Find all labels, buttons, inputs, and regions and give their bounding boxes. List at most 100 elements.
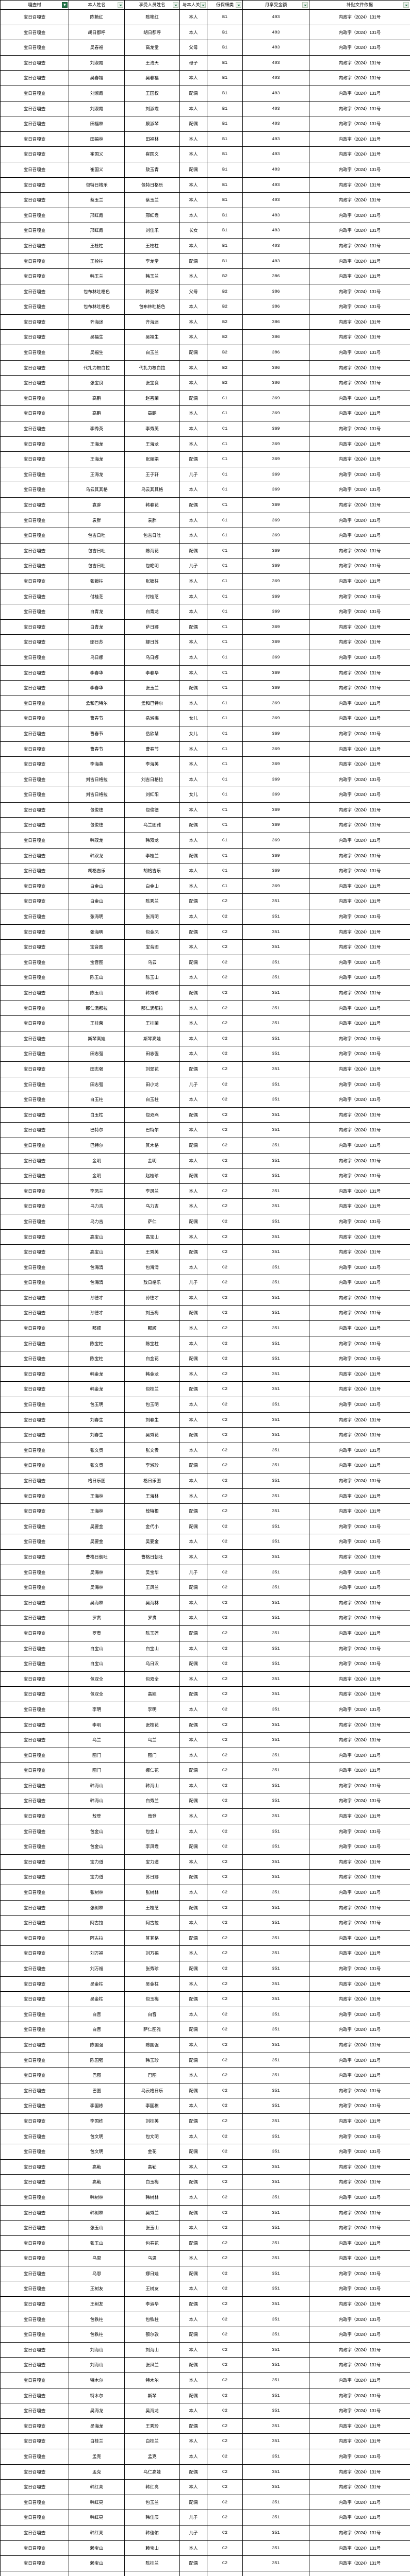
cell-category[interactable]: C2 (207, 1275, 243, 1291)
cell-person-name[interactable]: 王浩天 (124, 55, 180, 71)
cell-document[interactable]: 内政字（2024）131号 (309, 421, 410, 437)
table-row[interactable]: 宝日召嘎查 李明 张桂花 配偶 C2 351 内政字（2024）131号 (0, 1717, 410, 1733)
cell-document[interactable]: 内政字（2024）131号 (309, 1640, 410, 1657)
cell-amount[interactable]: 351 (242, 2128, 309, 2145)
cell-category[interactable]: C1 (207, 863, 243, 879)
cell-relation[interactable]: 配偶 (179, 2464, 207, 2480)
cell-relation[interactable]: 本人 (179, 1335, 207, 1352)
cell-relation[interactable]: 配偶 (179, 2052, 207, 2069)
cell-category[interactable]: C1 (207, 634, 243, 650)
cell-village[interactable]: 宝日召嘎查 (0, 1976, 69, 1992)
cell-village[interactable]: 宝日召嘎查 (0, 878, 69, 894)
cell-document[interactable]: 内政字（2024）131号 (309, 2479, 410, 2495)
cell-category[interactable]: C2 (207, 2189, 243, 2206)
cell-category[interactable]: C2 (207, 1092, 243, 1108)
cell-relation[interactable]: 配偶 (179, 543, 207, 559)
cell-category[interactable]: C2 (207, 1823, 243, 1840)
cell-document[interactable]: 内政字（2024）131号 (309, 2250, 410, 2266)
cell-amount[interactable]: 403 (242, 100, 309, 117)
cell-amount[interactable]: 351 (242, 2250, 309, 2266)
cell-category[interactable]: C2 (207, 2174, 243, 2190)
cell-category[interactable]: C1 (207, 588, 243, 605)
cell-village[interactable]: 宝日召嘎查 (0, 40, 69, 56)
cell-category[interactable]: C2 (207, 1229, 243, 1245)
cell-village[interactable]: 宝日召嘎查 (0, 1656, 69, 1672)
cell-amount[interactable]: 351 (242, 2281, 309, 2297)
cell-self-name[interactable]: 包铁柱 (69, 2327, 125, 2343)
cell-village[interactable]: 宝日召嘎查 (0, 1640, 69, 1657)
cell-category[interactable]: C2 (207, 1046, 243, 1062)
table-row[interactable]: 宝日召嘎查 韩玉兰 韩玉兰 本人 B2 386 内政字（2024）131号 (0, 268, 410, 284)
table-row[interactable]: 宝日召嘎查 陈宝柱 陈宝柱 本人 C2 351 内政字（2024）131号 (0, 1335, 410, 1352)
cell-relation[interactable]: 配偶 (179, 2235, 207, 2251)
cell-self-name[interactable]: 齐海迷 (69, 314, 125, 330)
cell-category[interactable]: C1 (207, 756, 243, 772)
cell-relation[interactable]: 本人 (179, 1488, 207, 1504)
cell-document[interactable]: 内政字（2024）131号 (309, 2235, 410, 2251)
cell-self-name[interactable]: 李春华 (69, 665, 125, 681)
cell-village[interactable]: 宝日召嘎查 (0, 528, 69, 544)
cell-document[interactable]: 内政字（2024）131号 (309, 1762, 410, 1778)
cell-relation[interactable]: 本人 (179, 1732, 207, 1748)
cell-relation[interactable]: 本人 (179, 970, 207, 986)
cell-relation[interactable]: 本人 (179, 909, 207, 925)
table-row[interactable]: 宝日召嘎查 曹春节 岳淑梅 女儿 C1 369 内政字（2024）131号 (0, 710, 410, 726)
cell-document[interactable]: 内政字（2024）131号 (309, 1458, 410, 1473)
cell-self-name[interactable]: 田志强 (69, 1076, 125, 1093)
cell-self-name[interactable]: 陈国强 (69, 2052, 125, 2069)
cell-relation[interactable]: 配偶 (179, 1351, 207, 1367)
cell-village[interactable]: 宝日召嘎查 (0, 1351, 69, 1367)
cell-amount[interactable]: 403 (242, 40, 309, 56)
cell-village[interactable]: 宝日召嘎查 (0, 1930, 69, 1946)
cell-village[interactable]: 宝日召嘎查 (0, 1869, 69, 1886)
cell-self-name[interactable]: 白玉柱 (69, 1107, 125, 1123)
cell-person-name[interactable]: 包艳明 (124, 558, 180, 574)
cell-category[interactable]: C2 (207, 2510, 243, 2526)
table-row[interactable]: 宝日召嘎查 包文明 金花 配偶 C2 351 内政字（2024）131号 (0, 2144, 410, 2160)
cell-document[interactable]: 内政字（2024）131号 (309, 299, 410, 315)
cell-person-name[interactable]: 刘吉日格拉 (124, 771, 180, 788)
cell-relation[interactable]: 本人 (179, 1549, 207, 1565)
table-row[interactable]: 宝日召嘎查 王桂荣 王桂荣 本人 C2 351 内政字（2024）131号 (0, 1015, 410, 1031)
cell-document[interactable]: 内政字（2024）131号 (309, 1976, 410, 1992)
cell-person-name[interactable]: 敖特根 (124, 1503, 180, 1519)
table-row[interactable]: 宝日召嘎查 李春华 李春华 本人 C1 369 内政字（2024）131号 (0, 665, 410, 681)
cell-self-name[interactable]: 白青龙 (69, 604, 125, 620)
cell-self-name[interactable]: 赖宝山 (69, 2540, 125, 2556)
table-row[interactable]: 宝日召嘎查 图门 图门 本人 C2 351 内政字（2024）131号 (0, 1747, 410, 1764)
cell-person-name[interactable]: 高鹏 (124, 405, 180, 422)
cell-person-name[interactable]: 张文贵 (124, 1442, 180, 1459)
cell-self-name[interactable]: 邢红霞 (69, 207, 125, 224)
cell-village[interactable]: 宝日召嘎查 (0, 2357, 69, 2374)
cell-amount[interactable]: 351 (242, 2052, 309, 2069)
cell-relation[interactable]: 配偶 (179, 1625, 207, 1641)
cell-amount[interactable]: 369 (242, 695, 309, 711)
cell-self-name[interactable]: 白青龙 (69, 619, 125, 635)
filter-dropdown-icon[interactable] (200, 2, 206, 8)
cell-document[interactable]: 内政字（2024）131号 (309, 1930, 410, 1946)
cell-village[interactable]: 宝日召嘎查 (0, 1686, 69, 1702)
cell-self-name[interactable]: 乌力吉 (69, 1198, 125, 1214)
cell-village[interactable]: 宝日召嘎查 (0, 2342, 69, 2358)
cell-village[interactable]: 宝日召嘎查 (0, 1183, 69, 1199)
cell-self-name[interactable]: 王海龙 (69, 451, 125, 467)
cell-document[interactable]: 内政字（2024）131号 (309, 1534, 410, 1550)
cell-amount[interactable]: 403 (242, 253, 309, 269)
cell-category[interactable]: C1 (207, 466, 243, 483)
cell-relation[interactable]: 配偶 (179, 2265, 207, 2282)
cell-village[interactable]: 宝日召嘎查 (0, 2555, 69, 2571)
cell-category[interactable]: C2 (207, 1488, 243, 1504)
cell-person-name[interactable]: 陈海花 (124, 543, 180, 559)
cell-person-name[interactable]: 张树林 (124, 1885, 180, 1901)
table-row[interactable]: 宝日召嘎查 崔国义 崔国义 本人 B1 403 内政字（2024）131号 (0, 146, 410, 162)
table-row[interactable]: 宝日召嘎查 刘吉日格拉 刘红阳 女儿 C1 369 内政字（2024）131号 (0, 787, 410, 803)
cell-person-name[interactable]: 刘佳乐 (124, 223, 180, 239)
cell-village[interactable]: 宝日召嘎查 (0, 1030, 69, 1047)
cell-document[interactable]: 内政字（2024）131号 (309, 1397, 410, 1413)
table-row[interactable]: 宝日召嘎查 赖宝山 赖宝山 本人 C2 351 内政字（2024）131号 (0, 2540, 410, 2556)
table-row[interactable]: 宝日召嘎查 王海林 敖特根 配偶 C2 351 内政字（2024）131号 (0, 1503, 410, 1519)
cell-person-name[interactable]: 金花 (124, 2144, 180, 2160)
cell-amount[interactable]: 351 (242, 1442, 309, 1459)
cell-amount[interactable]: 351 (242, 2555, 309, 2571)
cell-document[interactable]: 内政字（2024）131号 (309, 1549, 410, 1565)
